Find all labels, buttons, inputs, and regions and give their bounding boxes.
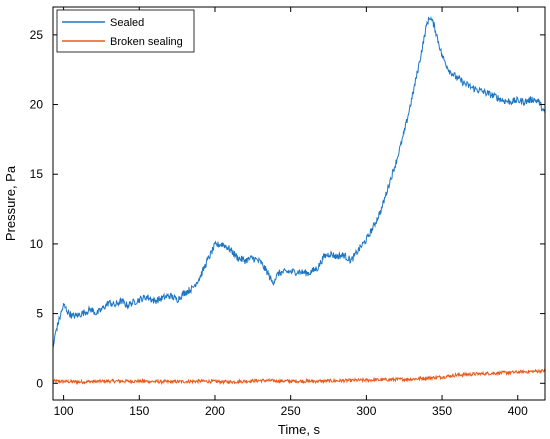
x-tick-label: 300	[356, 404, 376, 418]
legend-box	[56, 9, 195, 53]
legend-label-sealed: Sealed	[110, 17, 144, 29]
legend: Sealed Broken sealing	[56, 9, 195, 53]
x-tick-label: 100	[54, 404, 74, 418]
x-tick-label: 250	[281, 404, 301, 418]
y-tick-label: 20	[30, 98, 44, 112]
series-line-broken-sealing	[52, 368, 546, 386]
x-tick-label: 200	[205, 404, 225, 418]
x-tick-label: 350	[432, 404, 452, 418]
y-tick-label: 5	[36, 307, 43, 321]
x-axis-label: Time, s	[278, 422, 321, 437]
y-tick-label: 25	[30, 28, 44, 42]
legend-label-broken-sealing: Broken sealing	[110, 36, 183, 48]
plot-area	[52, 15, 546, 386]
y-tick-label: 10	[30, 237, 44, 251]
series-line-sealed	[52, 15, 546, 349]
y-axis-label: Pressure, Pa	[3, 165, 18, 241]
plot-frame	[52, 6, 546, 401]
y-tick-label: 15	[30, 167, 44, 181]
axis-ticks: 100 150 200 250 300 350 400 0 5 10 15 20 25	[30, 7, 545, 418]
x-tick-label: 150	[129, 404, 149, 418]
x-tick-label: 400	[508, 404, 528, 418]
y-tick-label: 0	[36, 376, 43, 390]
